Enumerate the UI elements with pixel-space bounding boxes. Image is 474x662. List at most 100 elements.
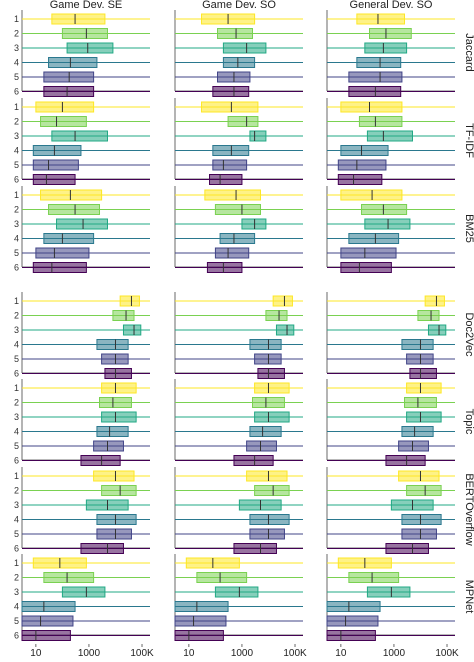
box bbox=[340, 101, 403, 113]
box bbox=[212, 86, 250, 97]
category-tick-label: 2 bbox=[14, 398, 19, 408]
category-tick-label: 1 bbox=[14, 471, 19, 481]
box bbox=[43, 572, 95, 583]
box bbox=[404, 397, 437, 408]
x-tick-label: 10 bbox=[183, 648, 195, 657]
box bbox=[406, 382, 442, 394]
category-tick-label: 3 bbox=[14, 325, 19, 335]
category-tick-label: 1 bbox=[14, 383, 19, 393]
box bbox=[406, 411, 442, 423]
box bbox=[99, 397, 132, 408]
row-label: Topic bbox=[463, 409, 474, 435]
box bbox=[398, 440, 429, 452]
category-tick-label: 3 bbox=[14, 219, 19, 229]
category-tick-label: 2 bbox=[14, 29, 19, 39]
box bbox=[122, 324, 142, 336]
column-title: Game Dev. SO bbox=[202, 0, 276, 11]
box bbox=[401, 514, 442, 525]
category-tick-label: 2 bbox=[14, 205, 19, 215]
box bbox=[275, 324, 295, 336]
box bbox=[385, 455, 426, 466]
box bbox=[272, 295, 293, 307]
row-label: BM25 bbox=[463, 214, 474, 243]
box bbox=[214, 204, 261, 215]
box bbox=[348, 86, 402, 97]
category-tick-label: 3 bbox=[14, 587, 19, 597]
row-label: TF-IDF bbox=[463, 123, 474, 158]
category-tick-label: 6 bbox=[14, 369, 19, 379]
box bbox=[214, 247, 250, 259]
category-tick-label: 1 bbox=[14, 558, 19, 568]
box bbox=[101, 485, 137, 496]
box bbox=[43, 86, 95, 97]
x-tick-label: 1000 bbox=[383, 648, 406, 657]
box bbox=[265, 310, 288, 321]
box bbox=[348, 233, 400, 244]
box bbox=[326, 615, 379, 627]
box bbox=[56, 218, 108, 230]
box bbox=[101, 411, 137, 423]
x-tick-label: 100K bbox=[283, 648, 307, 657]
box bbox=[112, 310, 135, 321]
row-label: Doc2Vec bbox=[463, 312, 474, 357]
category-tick-label: 5 bbox=[14, 248, 19, 258]
category-tick-label: 5 bbox=[14, 616, 19, 626]
category-tick-label: 3 bbox=[14, 131, 19, 141]
box bbox=[35, 101, 95, 113]
box bbox=[61, 586, 106, 598]
box bbox=[417, 310, 440, 321]
box bbox=[366, 130, 413, 142]
box bbox=[101, 382, 137, 394]
box bbox=[358, 116, 403, 127]
x-tick-label: 10 bbox=[335, 648, 347, 657]
box bbox=[48, 204, 101, 215]
box bbox=[348, 71, 403, 83]
box bbox=[366, 586, 411, 598]
box bbox=[398, 470, 440, 482]
box bbox=[254, 353, 282, 365]
category-tick-label: 6 bbox=[14, 175, 19, 185]
category-tick-label: 4 bbox=[14, 515, 19, 525]
category-tick-label: 4 bbox=[14, 146, 19, 156]
box bbox=[401, 426, 434, 437]
category-tick-label: 2 bbox=[14, 311, 19, 321]
box bbox=[406, 353, 434, 365]
box bbox=[204, 189, 261, 201]
box bbox=[337, 159, 387, 171]
x-tick-label: 100K bbox=[130, 648, 154, 657]
category-tick-label: 1 bbox=[14, 102, 19, 112]
box bbox=[249, 130, 267, 142]
box bbox=[96, 528, 132, 540]
category-tick-label: 6 bbox=[14, 544, 19, 554]
box bbox=[254, 485, 290, 496]
category-tick-label: 5 bbox=[14, 160, 19, 170]
category-tick-label: 2 bbox=[14, 573, 19, 583]
box bbox=[427, 324, 447, 336]
box bbox=[21, 615, 74, 627]
row-label: Jaccard bbox=[463, 33, 474, 72]
box bbox=[174, 630, 224, 641]
column-title: General Dev. SO bbox=[350, 0, 433, 11]
box bbox=[348, 572, 400, 583]
category-tick-label: 2 bbox=[14, 486, 19, 496]
box bbox=[212, 159, 248, 171]
category-tick-label: 6 bbox=[14, 631, 19, 641]
box bbox=[93, 470, 135, 482]
category-tick-label: 4 bbox=[14, 58, 19, 68]
box bbox=[214, 586, 259, 598]
box bbox=[356, 13, 406, 25]
box bbox=[254, 382, 290, 394]
category-tick-label: 4 bbox=[14, 234, 19, 244]
box bbox=[101, 353, 129, 365]
box bbox=[326, 601, 381, 612]
box bbox=[93, 440, 124, 452]
box bbox=[48, 57, 98, 68]
box bbox=[212, 145, 250, 156]
box bbox=[337, 174, 383, 185]
box bbox=[233, 455, 274, 466]
box bbox=[326, 630, 376, 641]
box bbox=[96, 426, 129, 437]
category-tick-label: 3 bbox=[14, 500, 19, 510]
row-label: BERTOverflow bbox=[463, 473, 474, 545]
